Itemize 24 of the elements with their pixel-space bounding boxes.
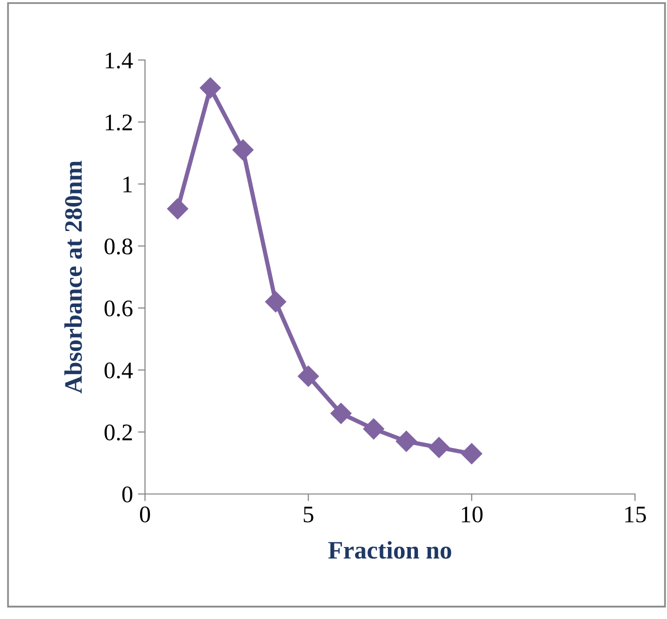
x-tick-label: 0	[140, 506, 150, 522]
x-tick-label: 10	[462, 506, 483, 522]
point	[232, 139, 254, 160]
point	[265, 291, 286, 312]
y-tick-label: 0.2	[104, 424, 132, 441]
y-tick-label: 1.2	[106, 114, 132, 131]
point	[298, 366, 319, 387]
point	[396, 430, 417, 452]
point	[428, 436, 450, 458]
x-axis-title: Fraction no	[328, 541, 452, 559]
point	[461, 443, 482, 464]
x-tick-label: 5	[304, 506, 314, 522]
point	[363, 418, 384, 440]
point	[330, 402, 352, 424]
y-tick-label: 0.4	[104, 362, 133, 379]
y-tick-label: 0.8	[104, 238, 132, 255]
y-axis-title: Absorbance at 280nm	[64, 160, 82, 394]
x-tick-label: 15	[625, 506, 646, 522]
y-tick-label: 0	[122, 486, 132, 502]
y-tick-label: 1	[123, 176, 132, 192]
point	[167, 198, 188, 220]
point	[200, 77, 221, 98]
y-tick-label: 0.6	[104, 300, 132, 317]
y-tick-label: 1.4	[106, 52, 133, 69]
